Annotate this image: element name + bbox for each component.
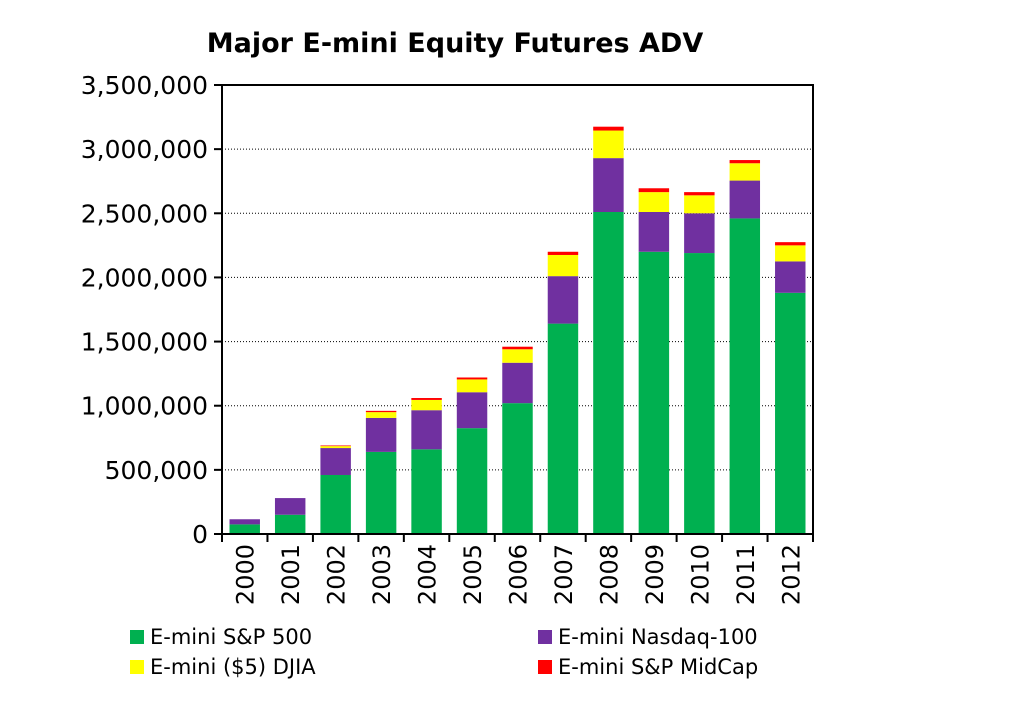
bar-segment [684,195,715,214]
bar-segment [411,399,442,411]
y-tick-label: 3,500,000 [81,71,208,100]
x-tick-label: 2004 [414,544,442,605]
bar-segment [320,474,351,534]
bar-segment [638,192,670,213]
legend-swatch [130,630,144,644]
bar-segment [547,323,579,534]
bar-segment [684,253,715,534]
bar-segment [729,218,761,534]
bar-segment [729,160,761,164]
bar-segment [502,362,533,404]
legend: E-mini S&P 500 E-mini Nasdaq-100 E-mini ($… [130,625,758,679]
legend-item: E-mini S&P 500 [130,625,312,649]
bar-segment [411,410,442,450]
x-tick-label: 2011 [732,544,760,605]
bar-segment [502,349,533,363]
bar-segment [502,346,533,350]
legend-label: E-mini ($5) DJIA [150,655,316,679]
x-tick-label: 2008 [595,544,623,605]
bar-segment [365,412,397,418]
x-tick-label: 2003 [368,544,396,605]
bar-segment [411,449,442,534]
legend-label: E-mini S&P 500 [150,625,312,649]
bar-segment [229,519,260,525]
bar-segment [593,126,624,131]
x-tick-label: 2000 [232,544,260,605]
x-tick-label: 2006 [505,544,533,605]
legend-swatch [538,630,552,644]
bar-segment [638,212,670,252]
bar-segment [638,188,670,193]
bar-segment [684,213,715,254]
y-tick-label: 2,500,000 [81,199,208,228]
legend-swatch [538,660,552,674]
y-tick-label: 3,000,000 [81,135,208,164]
y-axis-ticks: 0 500,000 1,000,000 1,500,000 2,000,000 2,500… [81,71,222,549]
plot-area-border [221,84,814,535]
bar-segment [547,254,579,277]
legend-item: E-mini S&P MidCap [538,655,758,679]
bar-segment [365,451,397,534]
bar-segment [775,245,806,262]
bar-segment [320,445,351,447]
bar-segment [593,158,624,213]
y-tick-label: 1,000,000 [81,392,208,421]
x-tick-label: 2007 [550,544,578,605]
bar-segment [593,212,624,534]
legend-item: E-mini Nasdaq-100 [538,625,758,649]
bar-segment [365,417,397,452]
x-axis-ticks: 2000 2001 2002 2003 2004 2005 2006 2007 2008 2009… [221,534,814,605]
bar-segment [593,130,624,159]
bar-segment [775,242,806,246]
bar-segment [456,428,488,534]
x-tick-label: 2009 [641,544,669,605]
x-tick-label: 2001 [277,544,305,605]
bar-segment [638,251,670,534]
legend-swatch [130,660,144,674]
bar-segment [456,379,488,393]
bar-segment [229,524,260,534]
bar-segment [320,448,351,475]
bar-segment [320,446,351,449]
bar-segment [684,192,715,196]
axes [221,84,814,535]
bar-segment [411,398,442,400]
legend-label: E-mini Nasdaq-100 [558,625,758,649]
bar-segment [729,180,761,219]
bar-segment [775,292,806,534]
legend-item: E-mini ($5) DJIA [130,655,316,679]
chart-title: Major E-mini Equity Futures ADV [207,28,704,59]
x-tick-label: 2012 [777,544,805,605]
bar-segment [775,261,806,293]
bar-segment [456,377,488,380]
bar-segment [365,410,397,413]
y-tick-label: 500,000 [105,456,208,485]
legend-label: E-mini S&P MidCap [558,655,758,679]
x-tick-label: 2002 [323,544,351,605]
y-tick-label: 2,000,000 [81,263,208,292]
bar-segment [729,163,761,181]
bar-segment [502,403,533,534]
bar-segment [547,251,579,255]
x-tick-label: 2005 [459,544,487,605]
y-tick-label: 1,500,000 [81,328,208,357]
bar-segment [547,276,579,324]
y-tick-label: 0 [192,520,208,549]
bar-segment [274,514,306,534]
bar-segment [274,498,306,515]
bars [229,126,806,534]
x-tick-label: 2010 [686,544,714,605]
bar-segment [456,392,488,429]
